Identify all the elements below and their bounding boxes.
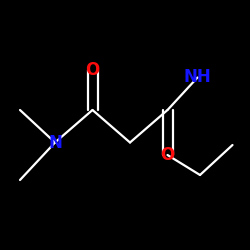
Text: N: N bbox=[48, 134, 62, 152]
Text: O: O bbox=[86, 61, 100, 79]
Text: O: O bbox=[160, 146, 174, 164]
Text: NH: NH bbox=[184, 68, 212, 86]
